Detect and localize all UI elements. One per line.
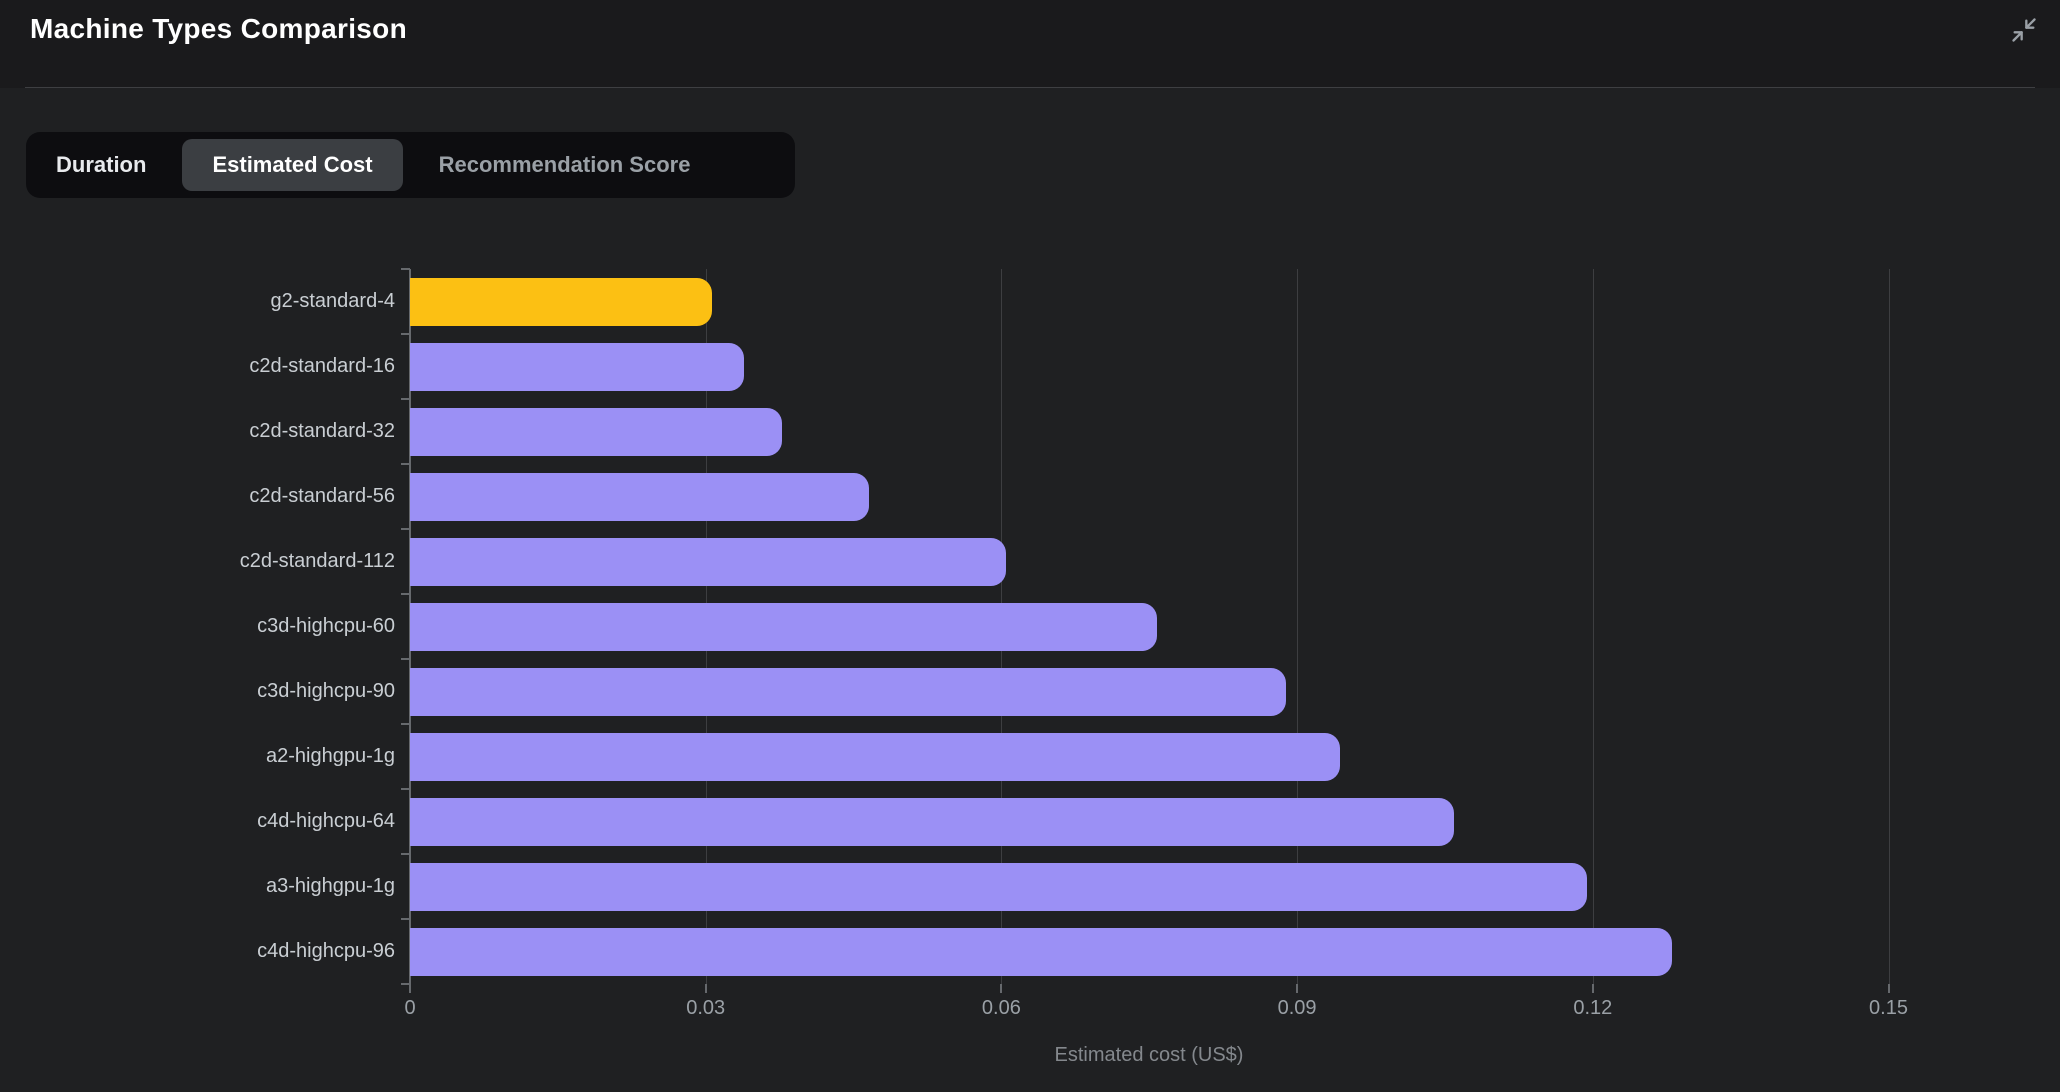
collapse-arrows-icon — [2012, 18, 2036, 42]
y-axis-boundary-tick — [401, 853, 410, 855]
y-axis-boundary-tick — [401, 593, 410, 595]
y-axis-label: c3d-highcpu-60 — [257, 615, 395, 637]
y-axis-label: c4d-highcpu-64 — [257, 810, 395, 832]
bar-a3-highgpu-1g[interactable] — [410, 862, 1587, 911]
collapse-button[interactable] — [2002, 8, 2046, 52]
y-axis-label: c2d-standard-56 — [249, 485, 395, 507]
y-axis-label: c4d-highcpu-96 — [257, 940, 395, 962]
y-axis-boundary-tick — [401, 658, 410, 660]
tab-recommendation-score[interactable]: Recommendation Score — [438, 152, 691, 177]
y-axis-boundary-tick — [401, 463, 410, 465]
x-tick-label: 0.09 — [1277, 997, 1317, 1019]
gridline — [1297, 269, 1299, 984]
bar-g2-standard-4[interactable] — [410, 277, 712, 326]
x-axis-tick — [1296, 984, 1299, 993]
bar-c4d-highcpu-64[interactable] — [410, 797, 1454, 846]
y-axis-boundary-tick — [401, 268, 410, 270]
bar-c3d-highcpu-90[interactable] — [410, 667, 1287, 716]
y-axis-label: c2d-standard-16 — [249, 355, 395, 377]
x-tick-label: 0.06 — [981, 997, 1021, 1019]
header-divider — [25, 87, 2035, 88]
y-axis-labels: g2-standard-4 c2d-standard-16 c2d-standard… — [0, 269, 395, 984]
bar-c2d-standard-112[interactable] — [410, 537, 1007, 586]
x-tick-label: 0.03 — [686, 997, 726, 1019]
bar-c4d-highcpu-96[interactable] — [410, 927, 1672, 976]
x-tick-label: 0.12 — [1573, 997, 1613, 1019]
y-axis-label: a2-highgpu-1g — [266, 745, 395, 767]
tab-estimated-cost[interactable]: Estimated Cost — [182, 139, 403, 191]
y-axis-boundary-tick — [401, 918, 410, 920]
bar-a2-highgpu-1g[interactable] — [410, 732, 1341, 781]
y-axis-label: c3d-highcpu-90 — [257, 680, 395, 702]
bar-c2d-standard-56[interactable] — [410, 472, 870, 521]
y-axis-boundary-tick — [401, 528, 410, 530]
page-title: Machine Types Comparison — [30, 13, 407, 44]
x-tick-label: 0.15 — [1869, 997, 1908, 1019]
y-axis-boundary-tick — [401, 788, 410, 790]
bar-c2d-standard-16[interactable] — [410, 342, 745, 391]
y-axis-boundary-tick — [401, 723, 410, 725]
y-axis-boundary-tick — [401, 333, 410, 335]
gridline — [1888, 269, 1890, 984]
y-axis-label: c2d-standard-32 — [249, 420, 395, 442]
bar-c2d-standard-32[interactable] — [410, 407, 782, 456]
tab-duration[interactable]: Duration — [56, 152, 147, 177]
y-axis-boundary-tick — [401, 398, 410, 400]
y-axis-label: c2d-standard-112 — [239, 550, 395, 572]
x-axis-tick — [1000, 984, 1003, 993]
chart-metric-tabs: Duration Estimated Cost Recommendation S… — [26, 132, 795, 198]
x-tick-label: 0 — [404, 997, 416, 1019]
x-axis-tick — [1887, 984, 1890, 993]
bar-chart-plot — [401, 268, 2040, 993]
panel-header: Machine Types Comparison — [0, 0, 2060, 88]
y-axis-label: g2-standard-4 — [270, 290, 395, 312]
y-axis-label: a3-highgpu-1g — [266, 875, 395, 897]
y-axis-boundary-tick — [401, 983, 410, 985]
x-axis-title: Estimated cost (US$) — [1054, 1044, 1244, 1066]
x-axis-tick — [409, 984, 411, 993]
gridline — [1592, 269, 1594, 984]
x-axis-tick — [1591, 984, 1594, 993]
bar-c3d-highcpu-60[interactable] — [410, 602, 1158, 651]
x-axis-tick — [704, 984, 707, 993]
